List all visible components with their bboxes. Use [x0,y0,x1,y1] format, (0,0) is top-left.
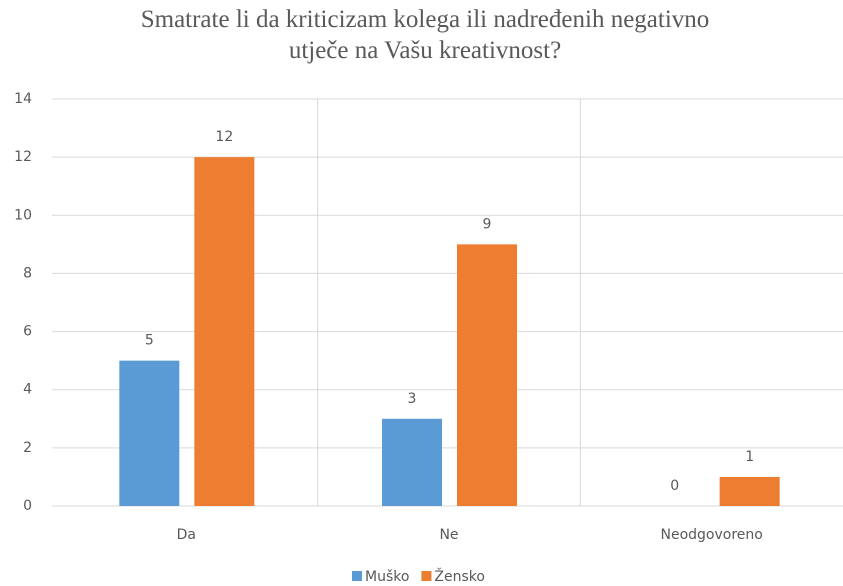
bar [194,157,255,506]
y-tick-label: 4 [23,382,32,398]
y-tick-label: 8 [23,265,32,281]
data-label: 9 [483,216,492,232]
bar [719,476,780,506]
y-tick-label: 10 [14,207,32,223]
data-label: 0 [670,478,679,494]
y-tick-label: 6 [23,324,32,340]
y-tick-label: 12 [14,149,32,165]
bar [119,360,180,506]
x-tick-label: Ne [439,527,458,543]
x-tick-label: Da [177,527,196,543]
chart-title: Smatrate li da kriticizam kolega ili nad… [140,6,710,64]
y-tick-label: 14 [14,91,32,107]
data-label: 1 [745,449,754,465]
bar [457,244,517,506]
y-tick-label: 2 [23,440,32,456]
legend-label: Muško [365,569,409,585]
legend-swatch [421,571,432,581]
x-tick-label: Neodgovoreno [660,527,762,543]
data-label: 3 [408,391,417,407]
y-tick-label: 0 [23,498,32,514]
bar [382,418,442,506]
data-label: 12 [215,129,233,145]
legend-label: Žensko [434,567,485,585]
legend-swatch [352,571,362,581]
data-label: 5 [145,333,154,349]
